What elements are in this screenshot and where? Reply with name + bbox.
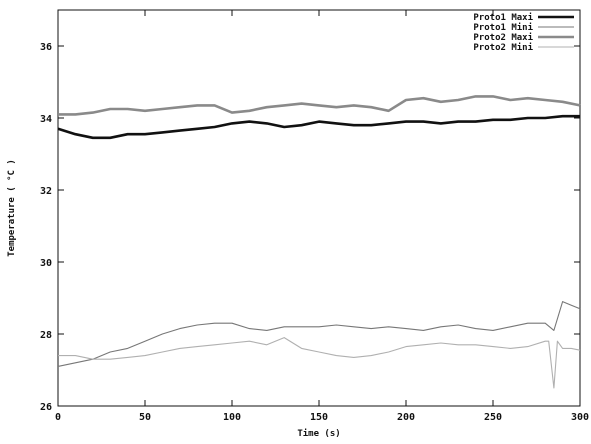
legend-label: Proto1 Maxi (473, 12, 533, 23)
legend-label: Proto2 Maxi (473, 32, 533, 43)
series-line-2 (57, 301, 581, 367)
x-axis-title: Time (s) (297, 428, 340, 439)
y-tick-label: 26 (40, 402, 52, 413)
series-line-4 (58, 337, 581, 389)
x-tick-label: 100 (223, 412, 241, 423)
y-axis-title: Temperature ( °C ) (7, 159, 17, 257)
series-lines (57, 95, 581, 389)
legend-label: Proto1 Mini (473, 22, 533, 33)
y-tick-label: 30 (40, 258, 52, 269)
y-tick-label: 32 (40, 186, 52, 197)
x-tick-label: 300 (571, 412, 589, 423)
y-tick-label: 34 (40, 114, 52, 125)
y-tick-label: 36 (40, 42, 52, 53)
tick-labels: 0 50 100 150 200 250 300 26 28 30 32 34 36 (40, 42, 589, 423)
y-tick-label: 28 (40, 330, 52, 341)
series-line-1 (57, 114, 580, 140)
series-line-3 (58, 95, 581, 116)
x-tick-label: 50 (139, 412, 151, 423)
plot-frame (57, 9, 581, 407)
legend-label: Proto2 Mini (473, 42, 533, 53)
axis-ticks (57, 10, 581, 407)
x-tick-label: 200 (397, 412, 415, 423)
x-tick-label: 0 (55, 412, 61, 423)
x-tick-label: 150 (310, 412, 328, 423)
x-tick-label: 250 (484, 412, 502, 423)
